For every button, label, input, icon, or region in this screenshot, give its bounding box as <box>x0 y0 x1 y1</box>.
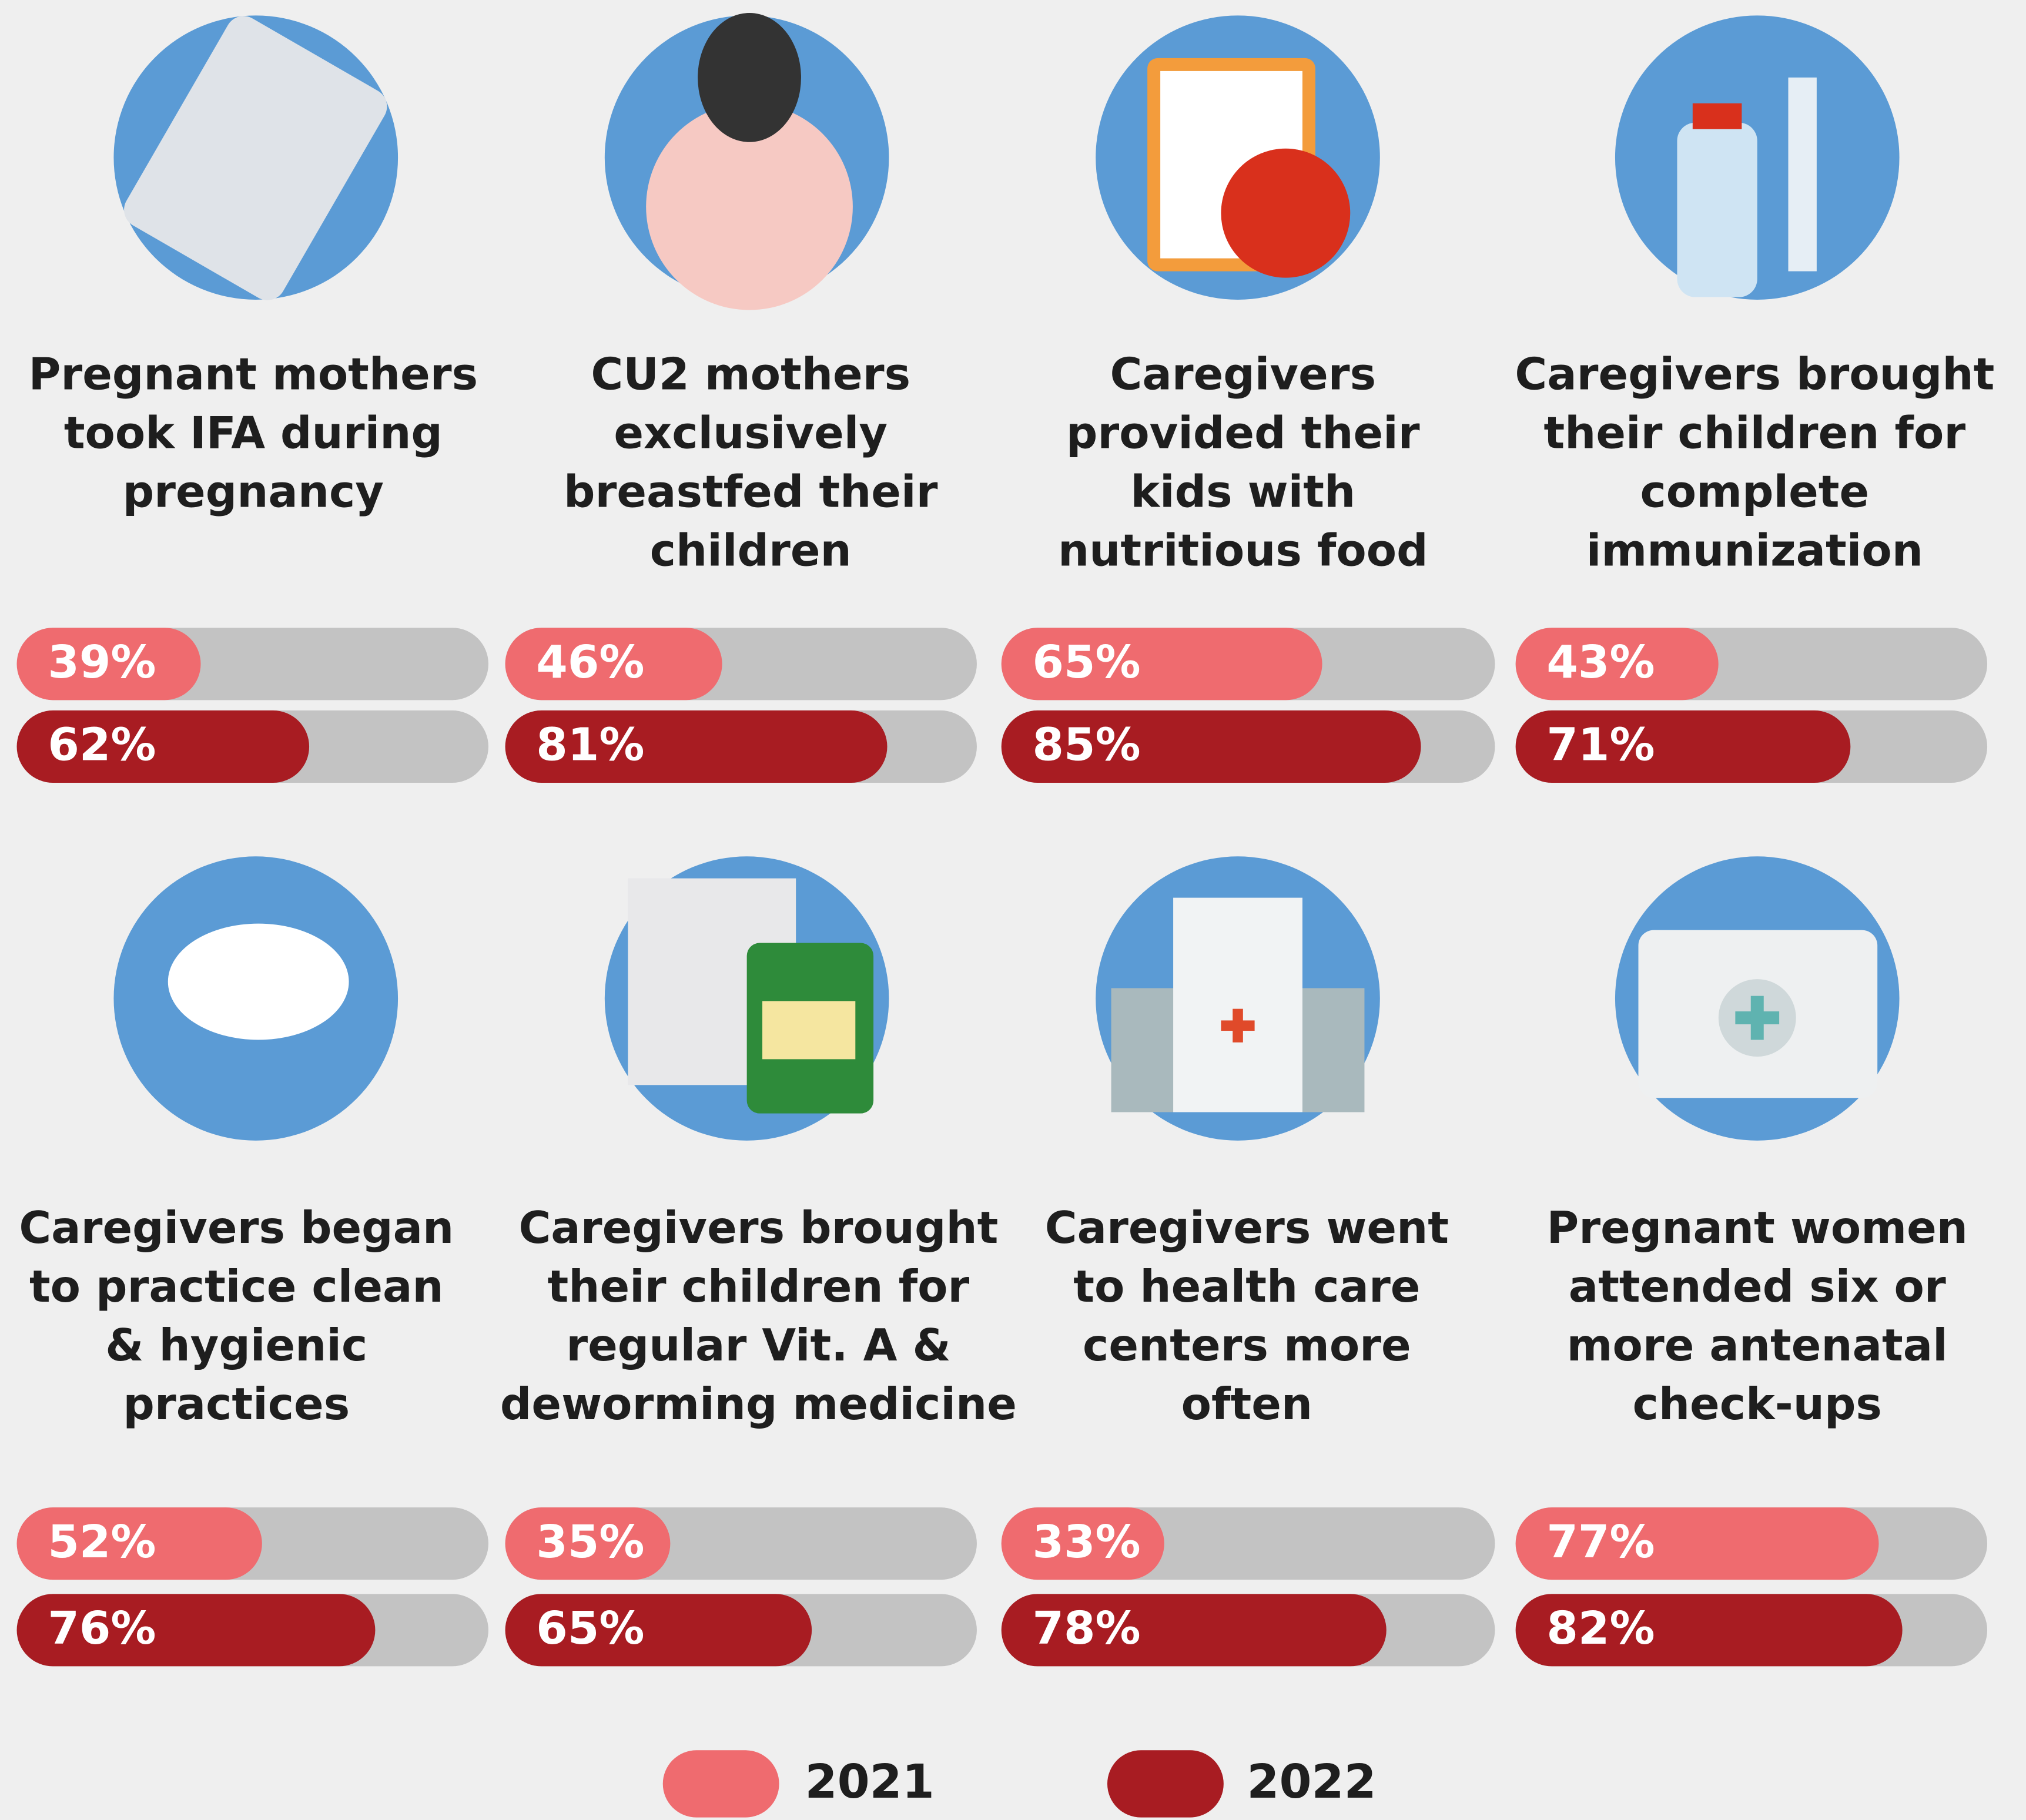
panel-title: their children for <box>548 1261 970 1312</box>
value-label: 35% <box>536 1516 644 1568</box>
panel-title: their children for <box>1543 407 1965 458</box>
panel-title: provided their <box>1066 407 1420 458</box>
panel-title: exclusively <box>614 407 888 458</box>
panel-title: took IFA during <box>64 407 443 458</box>
value-label: 46% <box>536 636 644 689</box>
panel-title: & hygienic <box>105 1320 367 1371</box>
value-label: 62% <box>48 719 156 772</box>
value-label: 33% <box>1032 1516 1140 1568</box>
icon-hair <box>698 13 801 142</box>
value-label: 65% <box>536 1603 644 1655</box>
icon-vial <box>1677 123 1757 297</box>
panel-title: often <box>1181 1379 1312 1430</box>
panel-title: Caregivers brought <box>518 1202 998 1253</box>
value-label: 77% <box>1546 1516 1655 1568</box>
panel-title: check-ups <box>1633 1379 1882 1430</box>
panel-title: Caregivers <box>1110 348 1376 400</box>
panel-title: nutritious food <box>1058 525 1428 576</box>
value-label: 65% <box>1032 636 1140 689</box>
panel-title: Caregivers began <box>19 1202 454 1253</box>
icon-hospital <box>1173 898 1302 1112</box>
icon-cross <box>1233 1009 1243 1043</box>
value-label: 52% <box>48 1516 156 1568</box>
icon-apple <box>1221 149 1350 278</box>
legend-swatch <box>1107 1750 1224 1817</box>
panel-title: kids with <box>1130 466 1355 517</box>
icon-vial-cap <box>1693 103 1742 129</box>
icon-bottle-label <box>762 1001 855 1059</box>
panel-title: more antenatal <box>1567 1320 1948 1371</box>
panel-title: regular Vit. A & <box>566 1320 950 1371</box>
panel-title: Pregnant mothers <box>29 348 478 400</box>
value-label: 71% <box>1546 719 1655 772</box>
value-label: 85% <box>1032 719 1140 772</box>
legend-label: 2022 <box>1247 1755 1376 1809</box>
panel-title: children <box>650 525 852 576</box>
panel-title: CU2 mothers <box>591 348 910 400</box>
panel-title: Caregivers brought <box>1515 348 1994 400</box>
icon-syringe <box>1789 78 1817 272</box>
panel-title: to practice clean <box>29 1261 444 1312</box>
panel-title: complete <box>1640 466 1870 517</box>
value-label: 82% <box>1546 1603 1655 1655</box>
value-label: 39% <box>48 636 156 689</box>
value-label: 76% <box>48 1603 156 1655</box>
panel-title: practices <box>123 1379 350 1430</box>
infographic: Pregnant mothers took IFA during pregnancy… <box>0 0 2026 1820</box>
panel-title: Caregivers went <box>1045 1202 1449 1253</box>
panel-title: pregnancy <box>123 466 384 517</box>
legend-swatch <box>663 1750 779 1817</box>
panel-title: breastfed their <box>564 466 938 517</box>
panel-title: attended six or <box>1569 1261 1946 1312</box>
panel-title: centers more <box>1083 1320 1411 1371</box>
value-label: 43% <box>1546 636 1655 689</box>
legend-label: 2021 <box>805 1755 935 1809</box>
value-label: 81% <box>536 719 644 772</box>
panel-title: Pregnant women <box>1547 1202 1968 1253</box>
panel-title: to health care <box>1073 1261 1420 1312</box>
panel-title: immunization <box>1586 525 1923 576</box>
panel-title: deworming medicine <box>500 1379 1017 1430</box>
icon-kit-cross <box>1751 996 1764 1040</box>
value-label: 78% <box>1032 1603 1140 1655</box>
icon-foam <box>168 924 349 1040</box>
